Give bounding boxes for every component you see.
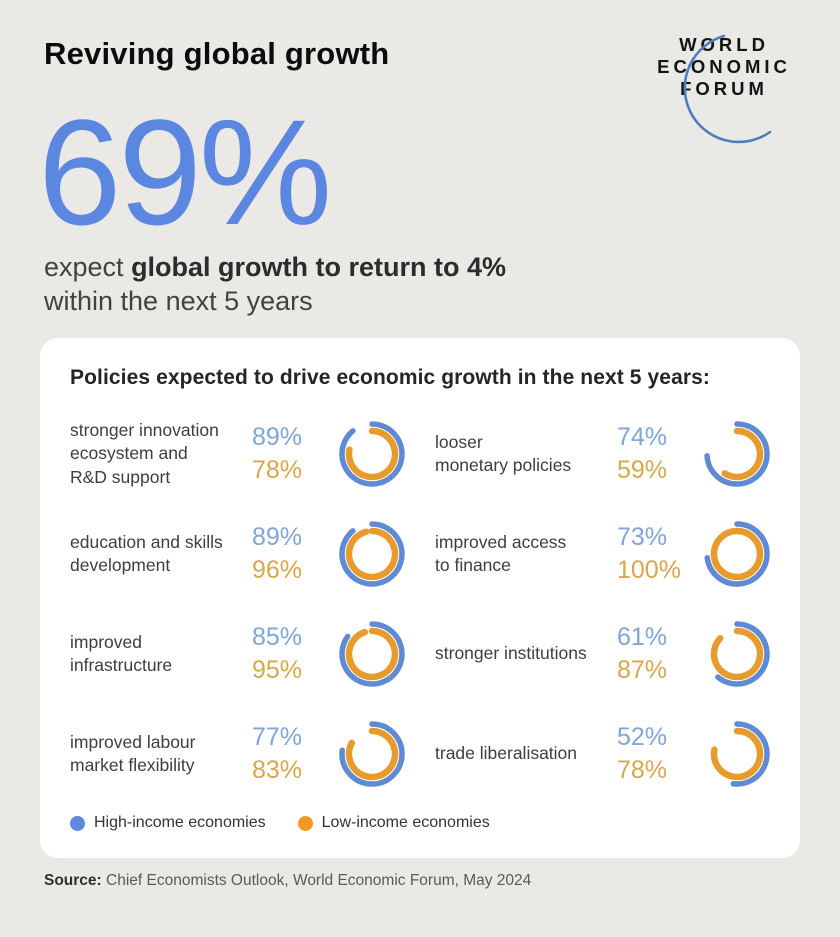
hero-stat: 69% bbox=[38, 88, 332, 256]
page-title: Reviving global growth bbox=[44, 36, 390, 71]
legend-label: High-income economies bbox=[94, 814, 266, 831]
source-text: Chief Economists Outlook, World Economic… bbox=[101, 872, 532, 889]
policy-label: improved infrastructure bbox=[70, 631, 173, 675]
policy-label: stronger innovation ecosystem and R&D su… bbox=[70, 420, 219, 487]
wef-logo-word: ECONOMIC bbox=[657, 56, 791, 78]
high-income-percentage: 85% bbox=[252, 622, 303, 651]
policy-label: improved labour market flexibility bbox=[70, 731, 196, 775]
donut-chart bbox=[701, 418, 773, 490]
policy-label: trade liberalisation bbox=[435, 743, 578, 764]
source-label: Source: bbox=[44, 872, 102, 889]
low-income-percentage: 100% bbox=[617, 556, 681, 584]
policy-item: education and skills development 89% 96% bbox=[70, 504, 410, 604]
high-income-percentage: 52% bbox=[617, 722, 668, 751]
policy-item: improved access to finance 73% 100% bbox=[435, 504, 773, 604]
high-income-percentage: 73% bbox=[617, 522, 668, 551]
donut-chart bbox=[336, 618, 408, 690]
wef-logo-word: FORUM bbox=[680, 78, 768, 100]
donut-chart bbox=[336, 518, 408, 590]
high-income-percentage: 77% bbox=[252, 722, 303, 751]
policy-label: education and skills development bbox=[70, 531, 223, 575]
hero-subtitle-line2: within the next 5 years bbox=[44, 286, 313, 317]
policy-item: improved infrastructure 85% 95% bbox=[70, 604, 410, 704]
low-income-percentage: 96% bbox=[252, 556, 303, 584]
hero-subtitle: expect global growth to return to 4% wit… bbox=[44, 250, 506, 318]
policy-item: improved labour market flexibility 77% 8… bbox=[70, 704, 410, 804]
legend-label: Low-income economies bbox=[321, 814, 490, 831]
high-income-percentage: 89% bbox=[252, 422, 303, 451]
donut-chart bbox=[336, 418, 408, 490]
wef-logo: WORLD ECONOMIC FORUM bbox=[646, 34, 798, 144]
legend-item-low-income: Low-income economies bbox=[297, 814, 490, 832]
low-income-percentage: 83% bbox=[252, 756, 303, 784]
policy-label: looser monetary policies bbox=[435, 431, 572, 475]
low-income-percentage: 78% bbox=[617, 756, 668, 784]
low-income-percentage: 87% bbox=[617, 656, 668, 684]
high-income-percentage: 74% bbox=[617, 422, 668, 451]
policy-label: improved access to finance bbox=[435, 531, 567, 575]
high-income-dot-icon bbox=[70, 815, 85, 831]
low-income-percentage: 78% bbox=[252, 456, 303, 484]
policy-item: stronger institutions 61% 87% bbox=[435, 604, 773, 704]
donut-chart bbox=[701, 618, 773, 690]
hero-subtitle-bold: global growth to return to 4% bbox=[131, 252, 507, 282]
source-line: Source: Chief Economists Outlook, World … bbox=[44, 872, 531, 890]
policy-label: stronger institutions bbox=[435, 643, 587, 664]
wef-logo-word: WORLD bbox=[679, 34, 769, 55]
policy-item: trade liberalisation 52% 78% bbox=[435, 704, 773, 804]
low-income-percentage: 59% bbox=[617, 456, 668, 484]
high-income-percentage: 61% bbox=[617, 622, 668, 651]
low-income-percentage: 95% bbox=[252, 656, 303, 684]
policies-grid: stronger innovation ecosystem and R&D su… bbox=[70, 404, 770, 804]
policy-item: looser monetary policies 74% 59% bbox=[435, 404, 773, 504]
policies-card: Policies expected to drive economic grow… bbox=[40, 338, 800, 858]
policy-item: stronger innovation ecosystem and R&D su… bbox=[70, 404, 410, 504]
donut-chart bbox=[701, 518, 773, 590]
card-title: Policies expected to drive economic grow… bbox=[70, 366, 710, 389]
low-income-dot-icon bbox=[297, 815, 313, 831]
legend: High-income economies Low-income economi… bbox=[70, 814, 770, 832]
hero-subtitle-regular: expect bbox=[44, 252, 132, 282]
legend-item-high-income: High-income economies bbox=[70, 814, 266, 832]
high-income-percentage: 89% bbox=[252, 522, 303, 551]
donut-chart bbox=[701, 718, 773, 790]
donut-chart bbox=[336, 718, 408, 790]
